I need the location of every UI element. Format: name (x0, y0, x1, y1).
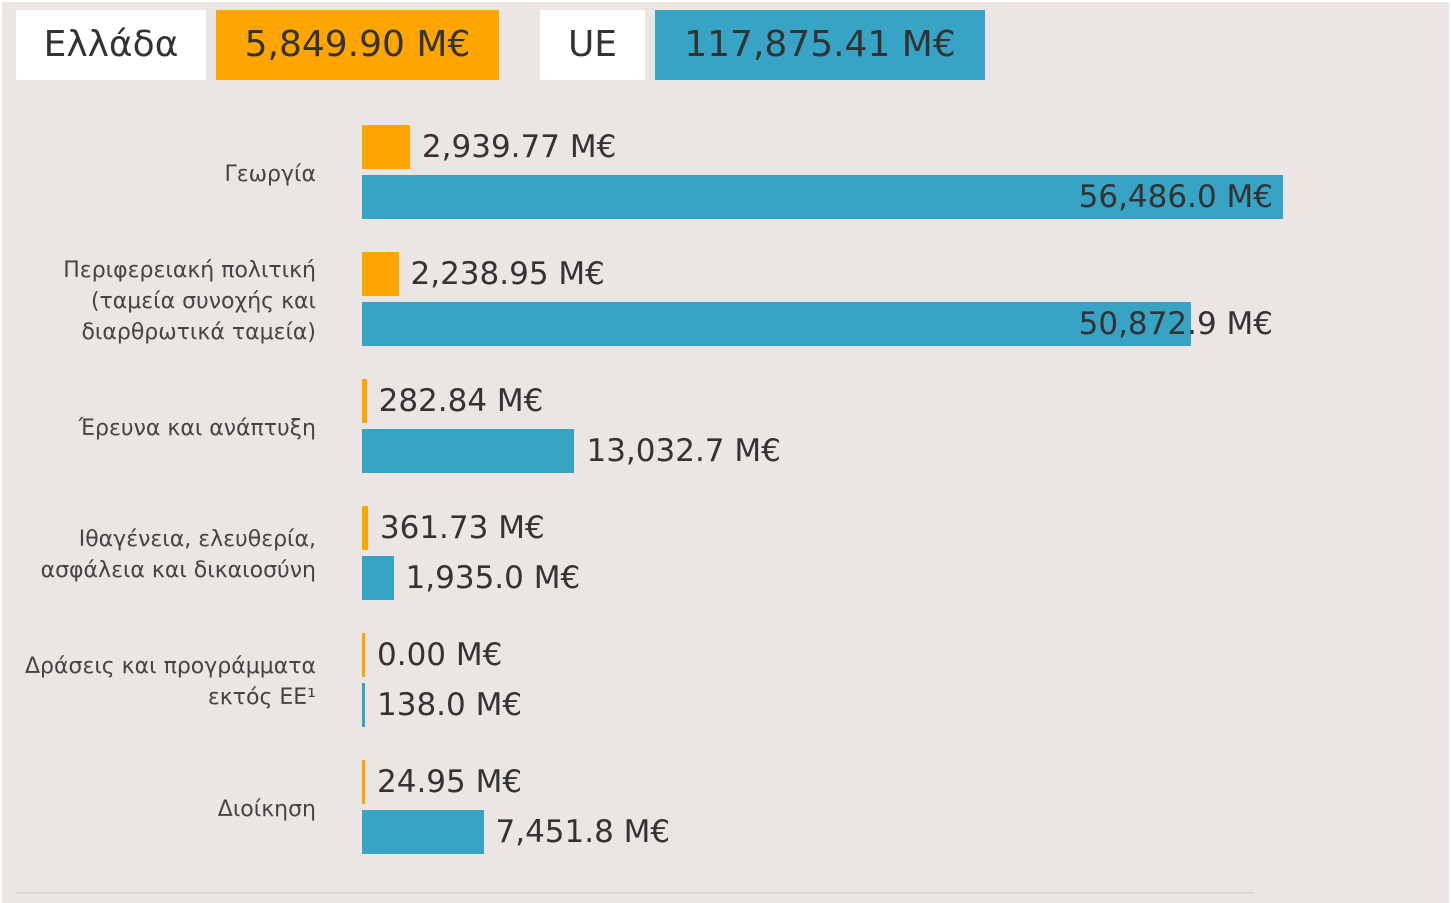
value-label: 56,486.0 M€ (1078, 179, 1273, 215)
category-label: Δράσεις και προγράμματα εκτός ΕΕ¹ (24, 654, 316, 710)
value-label: 0.00 M€ (377, 637, 503, 673)
summary-value: 117,875.41 M€ (655, 10, 985, 80)
value-label: 13,032.7 M€ (586, 433, 781, 469)
bar (362, 506, 368, 550)
bar (362, 302, 1192, 346)
category-label: Περιφερειακή πολιτική (ταμεία συνοχής κα… (63, 257, 316, 345)
value-label: 2,238.95 M€ (410, 256, 605, 292)
bar (362, 683, 365, 727)
summary-value: 5,849.90 M€ (216, 10, 499, 80)
value-label: 282.84 M€ (378, 383, 544, 419)
value-label: 361.73 M€ (379, 510, 545, 546)
category-label: Γεωργία (224, 161, 316, 187)
bar (362, 810, 484, 854)
bar (362, 252, 399, 296)
bar (362, 633, 365, 677)
divider (16, 892, 1254, 894)
bar (362, 429, 575, 473)
value-label: 138.0 M€ (377, 687, 523, 723)
category-label: Διοίκηση (217, 796, 316, 822)
value-label: 2,939.77 M€ (421, 129, 617, 165)
bar (362, 760, 365, 804)
category-label: Έρευνα και ανάπτυξη (78, 415, 316, 441)
summary-name: UE (540, 10, 645, 80)
category-label: Ιθαγένεια, ελευθερία, ασφάλεια και δικαι… (40, 527, 316, 583)
bar (362, 379, 367, 423)
value-label: 50,872.9 M€ (1078, 306, 1273, 342)
summary-name: Ελλάδα (16, 10, 206, 80)
bar (362, 125, 410, 169)
bar (362, 175, 1283, 219)
value-label: 1,935.0 M€ (405, 560, 581, 596)
value-label: 7,451.8 M€ (495, 814, 671, 850)
bar (362, 556, 394, 600)
value-label: 24.95 M€ (377, 764, 523, 800)
